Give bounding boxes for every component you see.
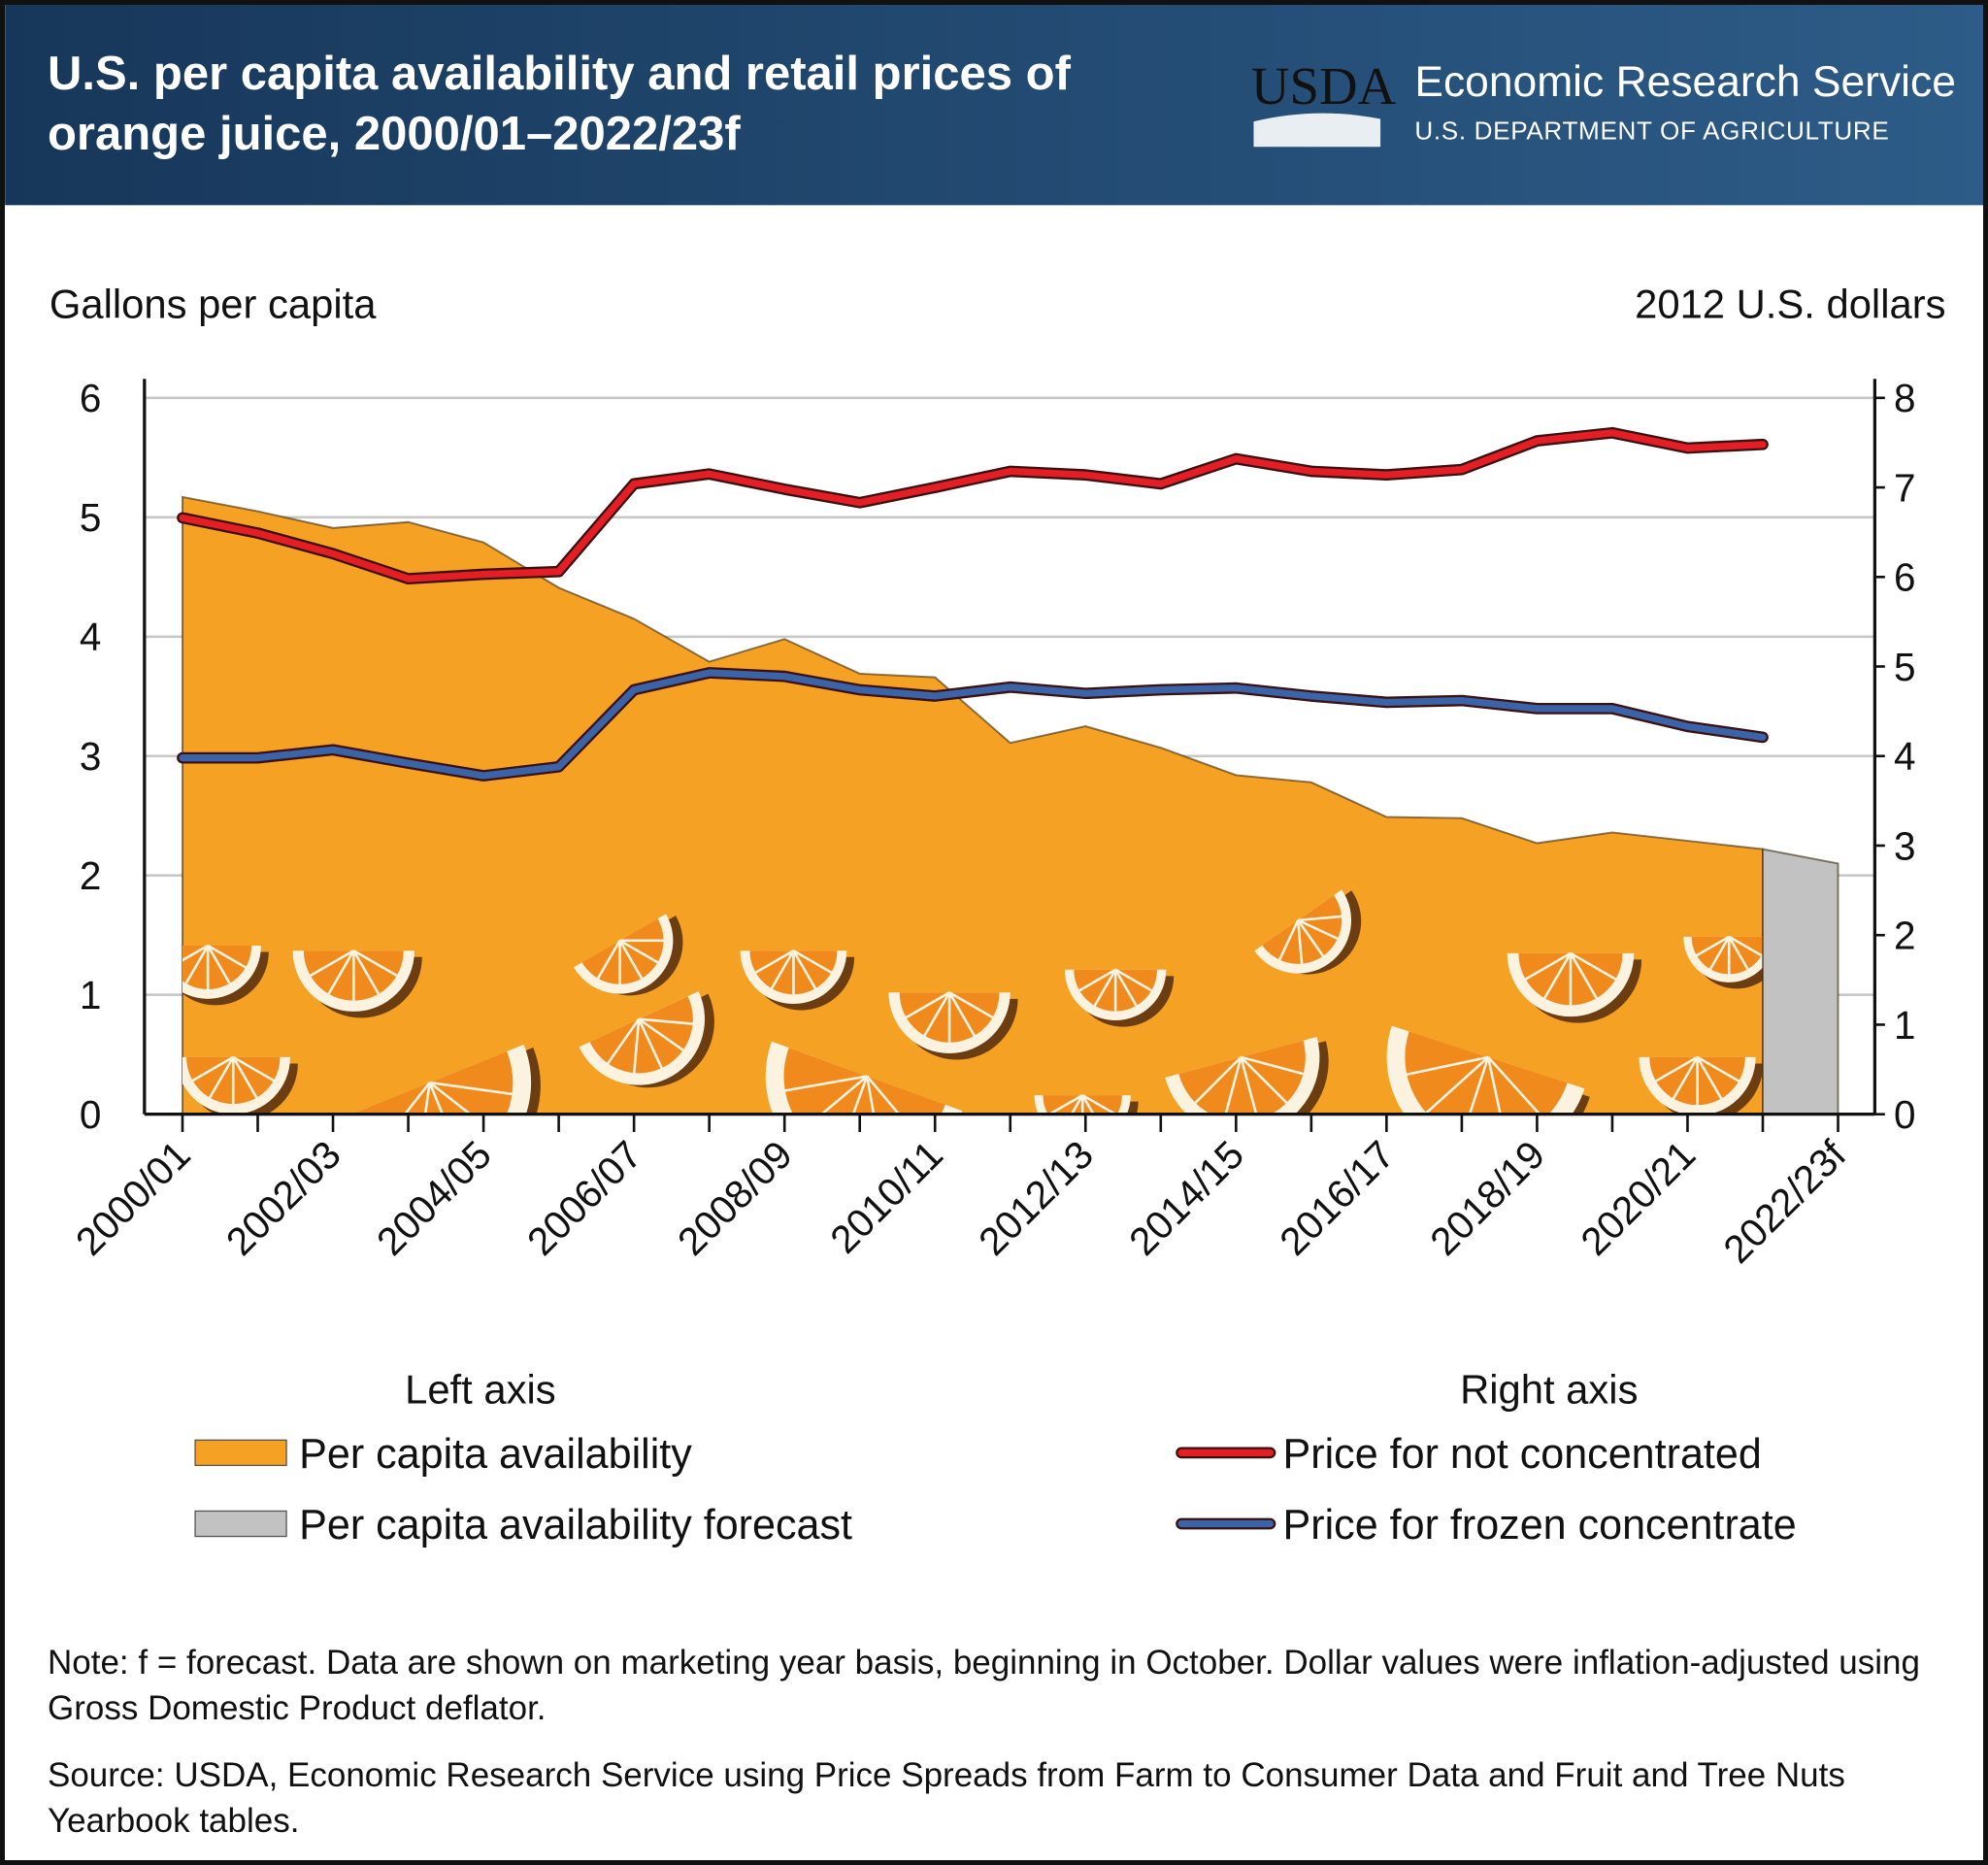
legend-swatch xyxy=(194,1439,287,1467)
y-tick-label: 6 xyxy=(80,376,102,420)
note: Note: f = forecast. Data are shown on ma… xyxy=(48,1644,1920,1727)
chart-title: U.S. per capita availability and retail … xyxy=(48,48,1071,160)
logo-agency: USDA xyxy=(1251,56,1397,116)
orange-slice xyxy=(888,991,1018,1060)
logo-mark xyxy=(1253,113,1381,148)
y2-tick-label: 4 xyxy=(1894,734,1916,779)
plot: 0 1 2 3 4 5 6 0 1 2 3 4 5 6 7 8 Gallons per capita 2012 U… xyxy=(50,282,1946,1549)
orange-slice xyxy=(574,914,683,996)
x-tick-label: 2008/09 xyxy=(669,1132,801,1264)
y-tick-label: 3 xyxy=(80,734,102,779)
legend-label: Per capita availability forecast xyxy=(299,1502,852,1549)
legend-title: Right axis xyxy=(1460,1366,1638,1412)
y2-tick-label: 1 xyxy=(1894,1003,1916,1048)
x-tick-label: 2000/01 xyxy=(67,1132,199,1264)
logo-department: U.S. DEPARTMENT OF AGRICULTURE xyxy=(1414,116,1889,145)
orange-slice xyxy=(1683,935,1763,989)
y2-tick-label: 7 xyxy=(1894,465,1916,510)
orange-slice xyxy=(740,949,855,1011)
legend-entry: Price for frozen concentrate xyxy=(1176,1502,1797,1549)
source: Source: USDA, Economic Research Service … xyxy=(48,1756,1845,1840)
x-tick-label: 2004/05 xyxy=(368,1132,500,1264)
chart: USDA Economic Research Service U.S. DEPA… xyxy=(5,5,1983,1549)
area xyxy=(182,495,1764,1116)
orange-slice xyxy=(765,1041,968,1115)
orange-slice xyxy=(335,1044,541,1115)
legend-label: Price for not concentrated xyxy=(1283,1431,1762,1478)
legend-label: Price for frozen concentrate xyxy=(1283,1502,1797,1549)
y2-tick-label: 5 xyxy=(1894,645,1916,689)
orange-slice xyxy=(182,1055,298,1115)
orange-slice xyxy=(182,944,269,1006)
orange-slice xyxy=(1064,968,1175,1027)
header-band xyxy=(5,5,1983,206)
y-tick-label: 2 xyxy=(80,853,102,898)
x-tick-label: 2018/19 xyxy=(1421,1132,1553,1264)
legend-label: Per capita availability xyxy=(299,1431,692,1478)
y2-tick-label: 2 xyxy=(1894,914,1916,958)
orange-slice xyxy=(1507,951,1642,1023)
y-tick-label: 1 xyxy=(80,973,102,1017)
y-axis-title: Gallons per capita xyxy=(50,282,377,327)
decoration xyxy=(182,889,1763,1115)
area xyxy=(1762,848,1839,1116)
legend-swatch xyxy=(194,1510,287,1538)
orange-slice xyxy=(1165,1036,1329,1115)
y-tick-label: 0 xyxy=(80,1092,102,1137)
y2-tick-label: 3 xyxy=(1894,823,1916,868)
legend-entry: Price for not concentrated xyxy=(1176,1431,1762,1478)
orange-slice xyxy=(1639,1055,1763,1115)
logo-service: Economic Research Service xyxy=(1414,58,1956,106)
x-tick-label: 2010/11 xyxy=(821,1132,951,1262)
x-tick-label: 2022/23f xyxy=(1714,1131,1854,1271)
x-tick-label: 2020/21 xyxy=(1572,1132,1704,1264)
orange-slice xyxy=(1254,889,1362,975)
y-tick-label: 5 xyxy=(80,495,102,540)
y2-tick-label: 6 xyxy=(1894,555,1916,600)
y2-tick-label: 8 xyxy=(1894,376,1916,420)
orange-slice xyxy=(579,991,714,1088)
y2-tick-label: 0 xyxy=(1894,1092,1916,1137)
x-tick-label: 2006/07 xyxy=(518,1132,650,1264)
x-tick-label: 2012/13 xyxy=(970,1132,1102,1264)
x-tick-label: 2014/15 xyxy=(1120,1132,1252,1264)
line xyxy=(179,669,1767,780)
legend-entry: Per capita availability forecast xyxy=(194,1502,852,1549)
orange-slice xyxy=(292,949,422,1018)
x-tick-label: 2016/17 xyxy=(1271,1132,1403,1264)
line xyxy=(179,429,1767,583)
legend-title: Left axis xyxy=(405,1366,556,1412)
y2-axis-title: 2012 U.S. dollars xyxy=(1635,282,1945,327)
x-tick-label: 2002/03 xyxy=(217,1132,349,1264)
legend-entry: Per capita availability xyxy=(194,1431,692,1478)
y-tick-label: 4 xyxy=(80,615,102,659)
